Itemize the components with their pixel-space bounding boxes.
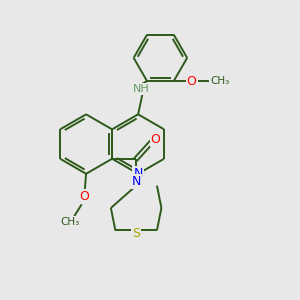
Text: S: S bbox=[132, 227, 140, 240]
Text: NH: NH bbox=[133, 84, 149, 94]
Text: CH₃: CH₃ bbox=[60, 217, 80, 227]
Text: O: O bbox=[187, 74, 196, 88]
Text: N: N bbox=[134, 167, 143, 180]
Text: O: O bbox=[151, 133, 160, 146]
Text: O: O bbox=[80, 190, 89, 203]
Text: N: N bbox=[131, 175, 141, 188]
Text: CH₃: CH₃ bbox=[210, 76, 230, 86]
